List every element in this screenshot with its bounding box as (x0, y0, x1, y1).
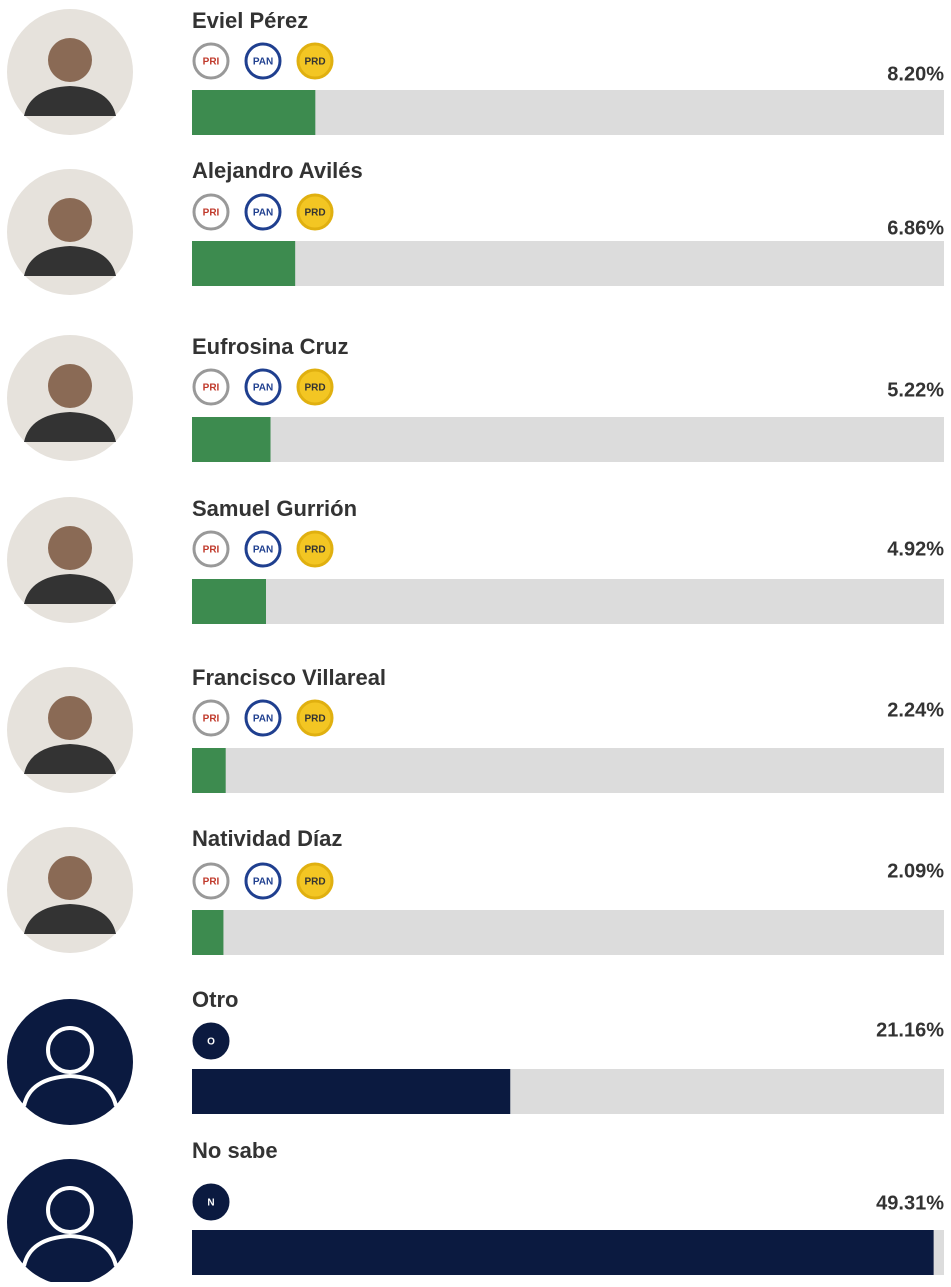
candidate-name: Otro (192, 987, 238, 1012)
party-badge-label: PRI (203, 57, 220, 68)
avatar (7, 335, 133, 461)
avatar-head (48, 526, 92, 570)
avatar-head (48, 856, 92, 900)
value-label: 6.86% (887, 217, 944, 239)
avatar (7, 667, 133, 793)
avatar (7, 497, 133, 623)
avatar (7, 1159, 133, 1285)
avatar-circle (7, 999, 133, 1125)
party-badge-label: PAN (253, 545, 273, 556)
party-badge (296, 862, 334, 900)
avatar-head (48, 696, 92, 740)
bar (192, 1230, 934, 1275)
party-badge (192, 1183, 230, 1221)
party-badge (192, 193, 230, 231)
party-badge-label: PAN (253, 714, 273, 725)
party-badge-label: PRD (304, 57, 325, 68)
avatar (7, 827, 133, 953)
bar (192, 579, 266, 624)
candidate-name: Eufrosina Cruz (192, 334, 348, 359)
avatar-body (24, 904, 116, 934)
bar-track (192, 90, 944, 135)
candidate-name: Natividad Díaz (192, 826, 342, 851)
value-label: 49.31% (876, 1192, 944, 1214)
party-badge-label: PRD (304, 877, 325, 888)
avatar-head (48, 364, 92, 408)
avatar-body (24, 412, 116, 442)
party-badge (296, 368, 334, 406)
value-label: 8.20% (887, 63, 944, 85)
party-badge (192, 530, 230, 568)
value-label: 5.22% (887, 379, 944, 401)
avatar-body (24, 246, 116, 276)
candidate-name: Francisco Villareal (192, 665, 386, 690)
party-badge (244, 862, 282, 900)
party-badge (296, 42, 334, 80)
party-badge (244, 699, 282, 737)
avatar-body (24, 744, 116, 774)
candidate-name: Samuel Gurrión (192, 496, 357, 521)
party-badge (192, 368, 230, 406)
party-badge-label: PRI (203, 383, 220, 394)
bar-track (192, 417, 944, 462)
party-badge-label: PRI (203, 208, 220, 219)
party-badge (244, 368, 282, 406)
party-badge-label: PRD (304, 714, 325, 725)
party-badge-label: PRI (203, 714, 220, 725)
party-badge-label: PAN (253, 383, 273, 394)
candidate-name: Eviel Pérez (192, 8, 308, 33)
avatar-body (24, 574, 116, 604)
party-badge-label: N (207, 1198, 214, 1209)
party-badge-label: O (207, 1037, 215, 1048)
party-badge (296, 193, 334, 231)
avatar-body (24, 86, 116, 116)
party-badge-label: PRD (304, 208, 325, 219)
avatar-head (48, 38, 92, 82)
bar (192, 241, 296, 286)
avatar (7, 9, 133, 135)
party-badge-label: PRI (203, 877, 220, 888)
party-badge (244, 530, 282, 568)
party-badge-label: PRI (203, 545, 220, 556)
avatar-head (48, 198, 92, 242)
avatar-head (46, 1186, 94, 1234)
party-badge (244, 42, 282, 80)
party-badge-label: PAN (253, 57, 273, 68)
bar-track (192, 910, 944, 955)
avatar-head (46, 1026, 94, 1074)
party-badge (192, 42, 230, 80)
party-badge (296, 530, 334, 568)
candidate-name: No sabe (192, 1138, 278, 1163)
party-badge (192, 862, 230, 900)
value-label: 2.09% (887, 860, 944, 882)
bar (192, 417, 271, 462)
value-label: 4.92% (887, 538, 944, 560)
party-badge (192, 699, 230, 737)
bar (192, 90, 316, 135)
candidate-name: Alejandro Avilés (192, 158, 363, 183)
party-badge-label: PRD (304, 383, 325, 394)
avatar-body (22, 1073, 118, 1107)
avatar (7, 169, 133, 295)
avatar-body (22, 1233, 118, 1267)
bar (192, 910, 224, 955)
bar-track (192, 748, 944, 793)
bar-track (192, 241, 944, 286)
party-badge-label: PAN (253, 208, 273, 219)
party-badge (192, 1022, 230, 1060)
value-label: 21.16% (876, 1019, 944, 1041)
party-badge (296, 699, 334, 737)
party-badge (244, 193, 282, 231)
avatar (7, 999, 133, 1125)
bar-track (192, 579, 944, 624)
value-label: 2.24% (887, 699, 944, 721)
party-badge-label: PAN (253, 877, 273, 888)
bar (192, 1069, 511, 1114)
avatar-circle (7, 1159, 133, 1285)
party-badge-label: PRD (304, 545, 325, 556)
bar (192, 748, 226, 793)
